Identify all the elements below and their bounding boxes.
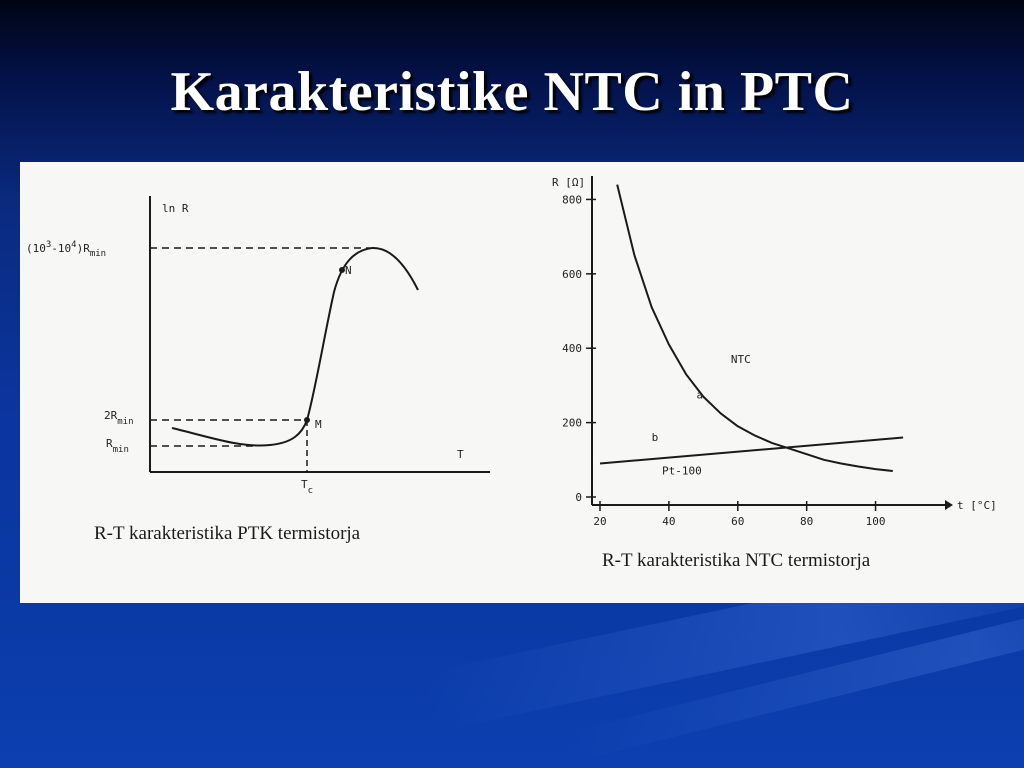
ptc-point-m: [304, 417, 310, 423]
figure-svg: ln R T (103-104)Rmin 2Rmin Rmin Tc M N R…: [26, 176, 997, 571]
ptc-rmax-label: (103-104)Rmin: [26, 240, 106, 259]
ptc-labels: ln R T (103-104)Rmin 2Rmin Rmin Tc M N R…: [26, 202, 464, 544]
ptc-point-n-label: N: [345, 264, 352, 277]
ntc-series-label: NTC: [731, 353, 751, 366]
ptc-curve: [171, 246, 419, 447]
ptc-2rmin-label: 2Rmin: [104, 409, 134, 427]
ntc-caption: R-T karakteristika NTC termistorja: [602, 550, 871, 571]
ntc-y-tick-label: 200: [562, 417, 582, 430]
ntc-axes: [586, 176, 953, 511]
ntc-x-tick-label: 20: [593, 515, 606, 528]
ntc-y-tick-label: 0: [575, 491, 582, 504]
ntc-text: 0 200 400 600 800 20 40 60 80 100 R [Ω] t [°C] NTC a b…: [552, 176, 997, 528]
ntc-x-tick-label: 80: [800, 515, 813, 528]
ptc-caption: R-T karakteristika PTK termistorja: [94, 523, 361, 544]
ptc-point-m-label: M: [315, 418, 322, 431]
ntc-series-line-1: [599, 436, 904, 465]
ntc-series: [599, 184, 904, 472]
ntc-y-tick-label: 800: [562, 193, 582, 206]
ntc-x-axis-label: t [°C]: [957, 499, 997, 512]
pt100-series-label: Pt-100: [662, 465, 702, 478]
ptc-rmin-label: Rmin: [106, 437, 129, 455]
ntc-x-tick-label: 100: [866, 515, 886, 528]
ntc-series-line-0: [616, 184, 893, 472]
ntc-x-tick-label: 60: [731, 515, 744, 528]
ntc-y-axis-label: R [Ω]: [552, 176, 585, 189]
ntc-x-axis-arrow: [945, 500, 953, 510]
ntc-y-tick-label: 400: [562, 342, 582, 355]
ptc-x-axis-label: T: [457, 448, 464, 461]
ntc-y-tick-label: 600: [562, 268, 582, 281]
ptc-point-n: [339, 267, 345, 273]
ntc-x-tick-label: 40: [662, 515, 675, 528]
figure-panel: ln R T (103-104)Rmin 2Rmin Rmin Tc M N R…: [20, 162, 1024, 603]
ptc-y-axis-label: ln R: [162, 202, 189, 215]
ntc-chart: 0 200 400 600 800 20 40 60 80 100 R [Ω] t [°C] NTC a b…: [552, 176, 997, 528]
ntc-series-marker: a: [696, 388, 703, 401]
ptc-chart: [149, 196, 490, 473]
pt100-series-marker: b: [652, 431, 659, 444]
slide-title: Karakteristike NTC in PTC: [170, 61, 854, 123]
ptc-tc-label: Tc: [301, 478, 313, 496]
